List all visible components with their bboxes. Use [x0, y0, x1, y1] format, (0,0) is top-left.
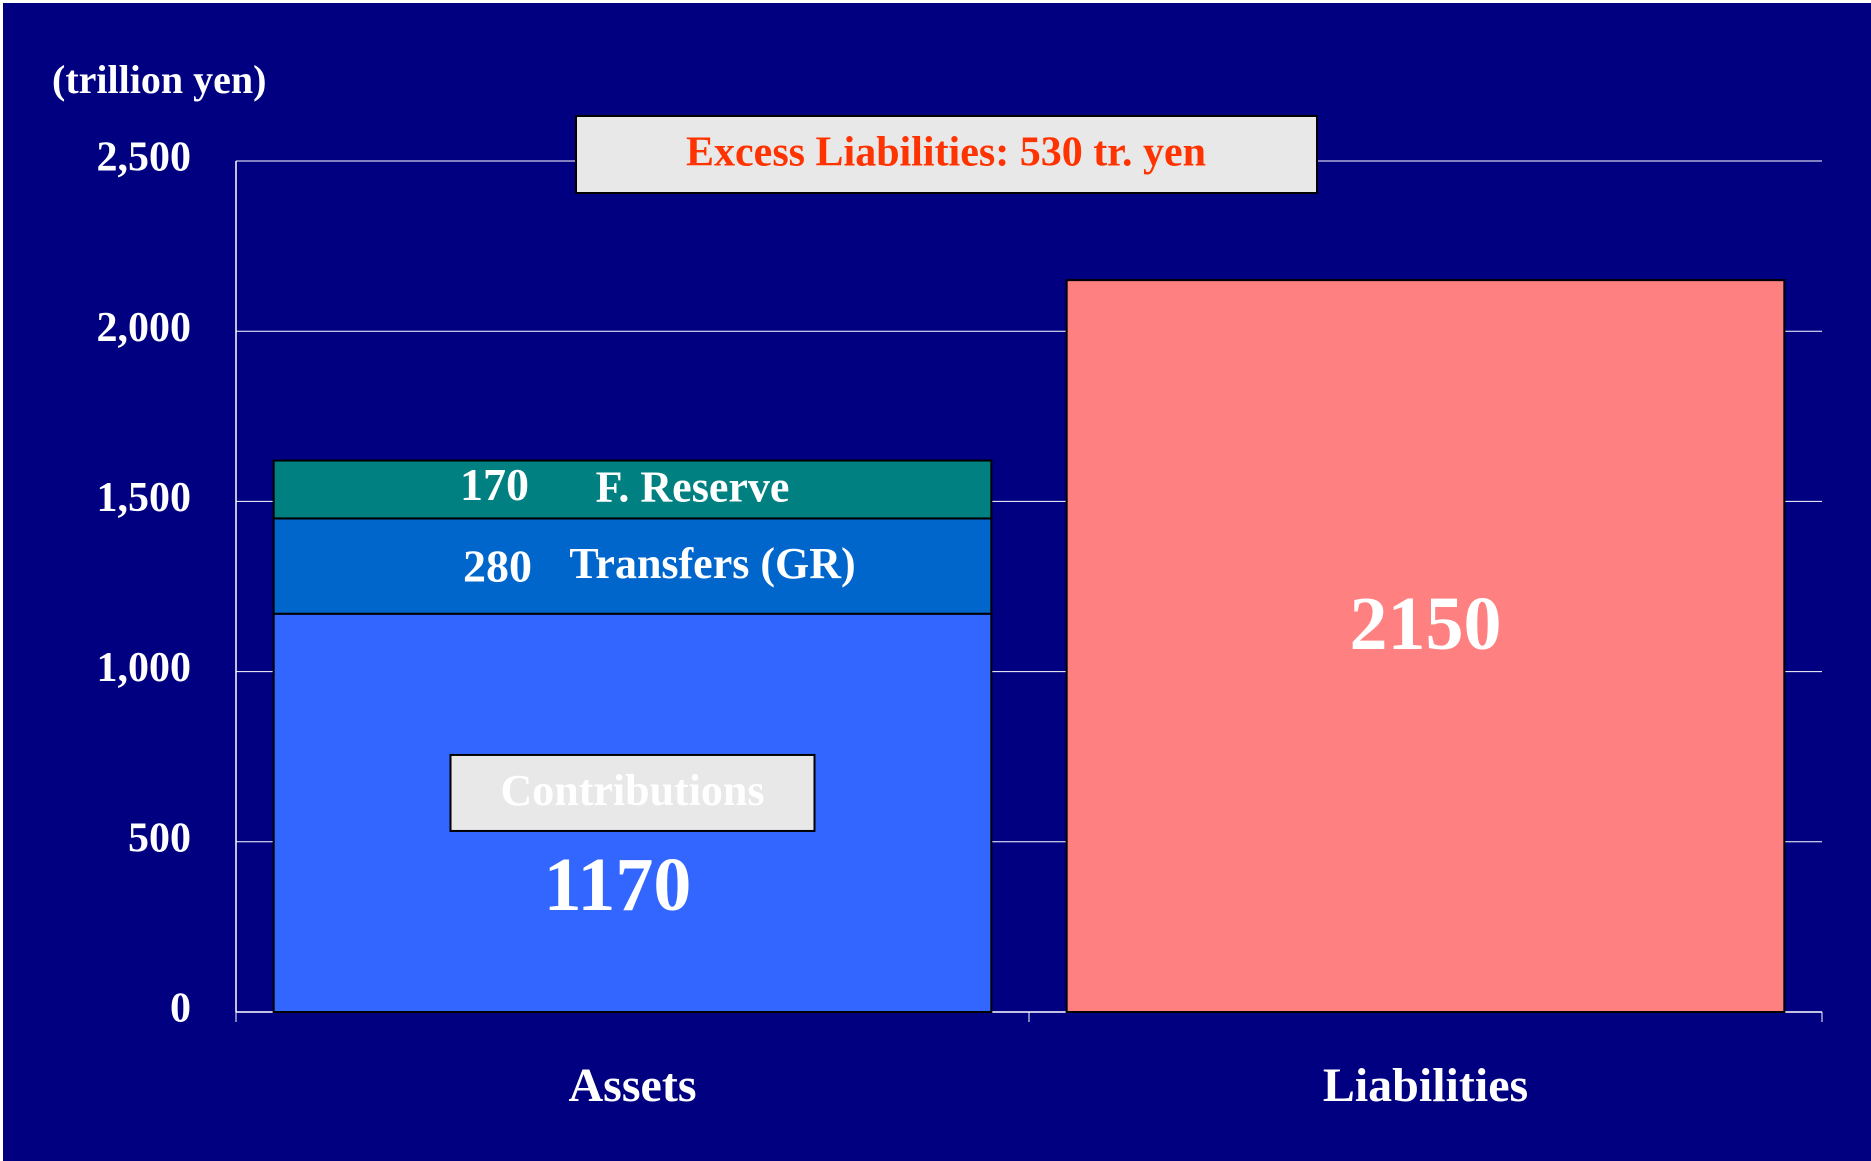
value-label: 170: [460, 459, 529, 510]
x-tick-label: Liabilities: [1323, 1059, 1528, 1112]
y-tick-label: 1,000: [97, 645, 192, 691]
y-tick-label: 0: [170, 986, 191, 1032]
annotation-box: [575, 115, 1318, 194]
series-label-box: [449, 753, 816, 832]
bar-segment: [272, 459, 993, 520]
value-label: 280: [463, 540, 532, 591]
value-label: 1170: [544, 843, 692, 927]
series-label: Contributions: [500, 766, 764, 815]
y-tick-label: 2,500: [97, 135, 192, 181]
y-tick-label: 1,500: [97, 475, 192, 521]
bar-segment: [1065, 279, 1786, 1013]
series-label: F. Reserve: [596, 463, 790, 512]
series-label: Transfers (GR): [569, 539, 855, 588]
y-unit-label: (trillion yen): [52, 57, 266, 102]
bar-segment: [272, 517, 993, 615]
y-tick-label: 2,000: [97, 305, 192, 351]
x-tick-label: Assets: [569, 1059, 697, 1112]
annotation: Excess Liabilities: 530 tr. yen: [686, 130, 1206, 176]
y-tick-label: 500: [128, 815, 191, 861]
value-label: 2150: [1350, 582, 1502, 666]
